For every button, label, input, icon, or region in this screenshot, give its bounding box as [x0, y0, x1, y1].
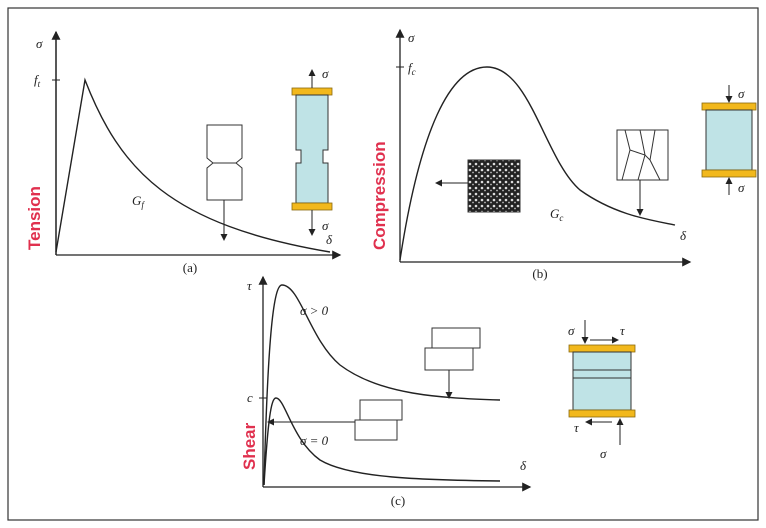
peak-label: c — [247, 390, 253, 405]
load-label: τ — [620, 323, 626, 338]
load-label: σ — [600, 446, 607, 461]
mode-label: Shear — [240, 422, 259, 470]
load-label: σ — [738, 86, 745, 101]
frame — [8, 8, 758, 520]
load-label: σ — [322, 218, 329, 233]
specimen — [296, 95, 328, 203]
panel-c: τ σ > 0 c σ = 0 Shear δ (c) σ τ τ σ — [240, 277, 635, 508]
crushed-specimen — [468, 160, 520, 212]
cracked-specimen — [617, 130, 668, 180]
sub: t — [38, 79, 41, 89]
curve — [56, 80, 330, 252]
x-label: δ — [680, 228, 687, 243]
sub: f — [141, 200, 145, 210]
specimen — [706, 110, 752, 170]
curve-label: σ = 0 — [300, 433, 329, 448]
panel-a: σ ft Gf Tension (a) σ σ δ — [25, 32, 340, 275]
peak-label: fc — [408, 60, 416, 77]
load-label: σ — [568, 323, 575, 338]
mode-label: Compression — [370, 141, 389, 250]
y-label: τ — [247, 278, 253, 293]
sub: c — [412, 67, 416, 77]
sub: c — [559, 213, 563, 223]
x-label: δ — [326, 232, 333, 247]
x-label: δ — [520, 458, 527, 473]
load-label: σ — [738, 180, 745, 195]
load-label: σ — [322, 66, 329, 81]
figure: σ ft Gf Tension (a) σ σ δ σ fc Gc Compre… — [0, 0, 766, 528]
energy-label: Gc — [550, 206, 563, 223]
energy-label: Gf — [132, 193, 145, 210]
caption: (c) — [391, 493, 405, 508]
specimen — [573, 352, 631, 410]
caption: (b) — [532, 266, 547, 281]
y-label: σ — [36, 36, 43, 51]
peak-label: ft — [34, 72, 41, 89]
curve-label: σ > 0 — [300, 303, 329, 318]
mode-label: Tension — [25, 186, 44, 250]
caption: (a) — [183, 260, 197, 275]
panel-b: σ fc Gc Compression (b) δ σ σ — [370, 30, 756, 281]
y-label: σ — [408, 30, 415, 45]
load-label: τ — [574, 420, 580, 435]
